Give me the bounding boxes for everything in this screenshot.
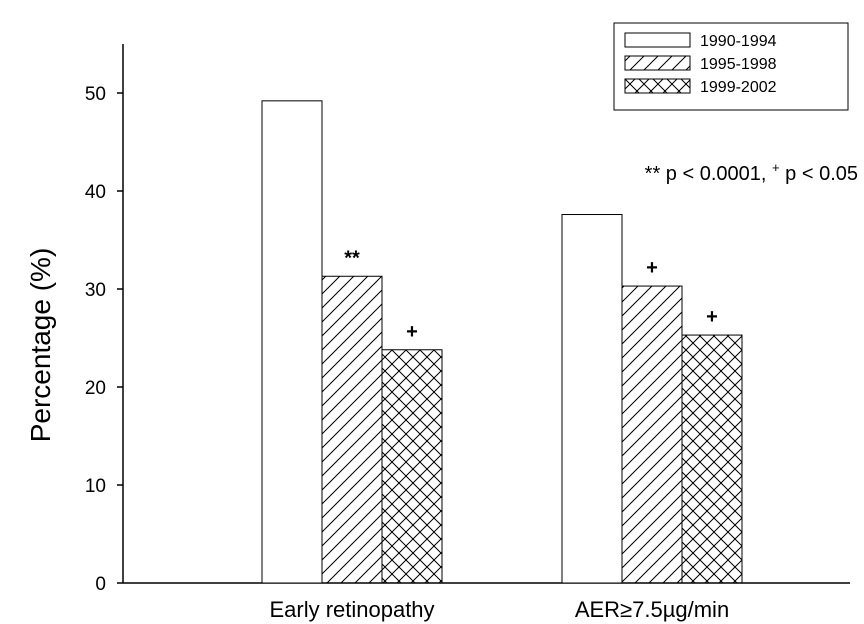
y-tick-label: 0 <box>95 574 106 595</box>
legend-label: 1995-1998 <box>700 56 777 73</box>
legend-swatch <box>624 32 691 48</box>
y-axis-title: Percentage (%) <box>25 248 56 443</box>
note-text-1: p < 0.0001, <box>660 163 772 185</box>
note-mark-1: ** <box>645 163 661 185</box>
legend-label: 1999-2002 <box>700 79 777 96</box>
significance-marker: + <box>706 306 718 328</box>
significance-marker: ** <box>344 247 360 269</box>
significance-marker: + <box>406 321 418 343</box>
bar-2-2 <box>621 285 683 584</box>
bar-1-2 <box>561 214 623 584</box>
y-tick-label: 20 <box>85 378 106 399</box>
legend-swatch <box>624 78 691 94</box>
legend-label: 1990-1994 <box>700 33 777 50</box>
category-label: Early retinopathy <box>269 597 434 622</box>
y-tick-label: 50 <box>85 84 106 105</box>
y-tick-label: 30 <box>85 280 106 301</box>
y-tick-label: 10 <box>85 476 106 497</box>
legend: 1990-1994 1995-1998 1999-2002 <box>613 22 849 111</box>
bar-1-1 <box>261 100 323 584</box>
significance-marker: + <box>646 257 658 279</box>
note-text-2: p < 0.05 <box>780 163 858 185</box>
note-mark-2: + <box>772 160 780 175</box>
legend-swatch <box>624 55 691 71</box>
bar-3-2 <box>681 334 743 584</box>
significance-note: ** p < 0.0001, + p < 0.05 <box>645 160 858 185</box>
bar-3-1 <box>381 349 443 584</box>
y-tick-label: 40 <box>85 182 106 203</box>
bar-2-1 <box>321 275 383 584</box>
category-label: AER≥7.5µg/min <box>575 597 729 622</box>
